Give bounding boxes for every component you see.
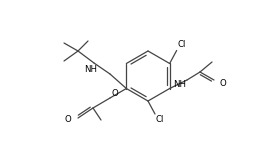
Text: NH: NH <box>84 65 97 74</box>
Text: O: O <box>220 79 227 87</box>
Text: NH: NH <box>173 80 186 89</box>
Text: O: O <box>112 89 118 98</box>
Text: Cl: Cl <box>178 40 186 49</box>
Text: Cl: Cl <box>156 116 164 125</box>
Text: O: O <box>64 116 71 125</box>
